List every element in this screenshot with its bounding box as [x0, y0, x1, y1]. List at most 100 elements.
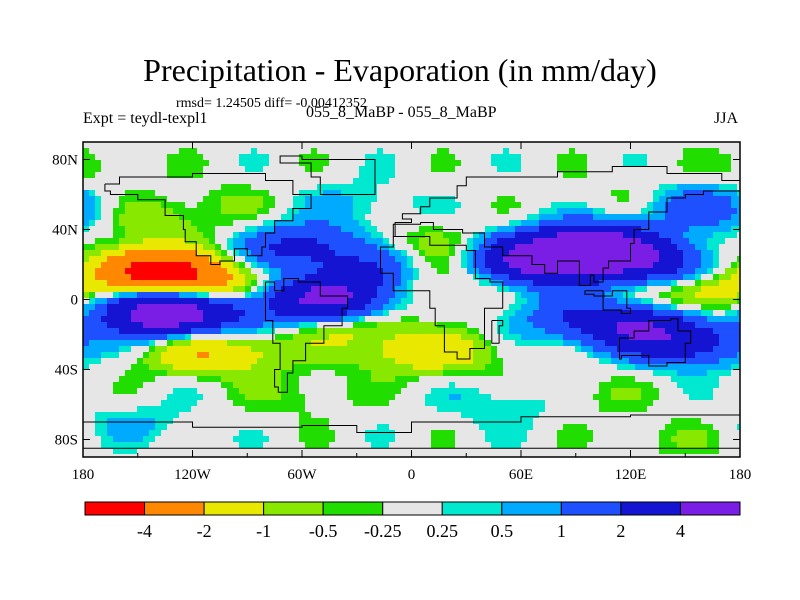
contour-cell — [239, 190, 246, 197]
contour-cell — [485, 322, 492, 329]
contour-cell — [413, 442, 420, 449]
contour-cell — [245, 352, 252, 359]
contour-cell — [113, 424, 120, 431]
contour-cell — [209, 226, 216, 233]
contour-cell — [275, 184, 282, 191]
contour-cell — [545, 148, 552, 155]
contour-cell — [443, 304, 450, 311]
contour-cell — [563, 196, 570, 203]
contour-cell — [551, 352, 558, 359]
contour-cell — [593, 448, 600, 455]
contour-cell — [431, 262, 438, 269]
contour-cell — [263, 310, 270, 317]
contour-cell — [185, 328, 192, 335]
contour-cell — [257, 244, 264, 251]
contour-cell — [371, 292, 378, 299]
contour-cell — [203, 274, 210, 281]
contour-cell — [461, 358, 468, 365]
contour-cell — [467, 262, 474, 269]
contour-cell — [521, 166, 528, 173]
contour-cell — [491, 430, 498, 437]
contour-cell — [365, 316, 372, 323]
contour-cell — [227, 400, 234, 407]
contour-cell — [89, 382, 96, 389]
contour-cell — [137, 268, 144, 275]
contour-cell — [449, 340, 456, 347]
contour-cell — [527, 166, 534, 173]
contour-cell — [395, 454, 402, 458]
contour-cell — [269, 406, 276, 413]
contour-cell — [443, 160, 450, 167]
contour-cell — [125, 166, 132, 173]
contour-cell — [629, 298, 636, 305]
contour-cell — [449, 334, 456, 341]
contour-cell — [239, 262, 246, 269]
contour-cell — [431, 298, 438, 305]
contour-cell — [83, 346, 90, 353]
contour-cell — [533, 268, 540, 275]
contour-cell — [149, 178, 156, 185]
contour-cell — [125, 262, 132, 269]
contour-cell — [437, 220, 444, 227]
contour-cell — [143, 322, 150, 329]
contour-cell — [563, 238, 570, 245]
contour-cell — [305, 328, 312, 335]
contour-cell — [359, 190, 366, 197]
contour-cell — [287, 322, 294, 329]
contour-cell — [377, 352, 384, 359]
contour-cell — [191, 142, 198, 149]
contour-cell — [455, 388, 462, 395]
contour-cell — [593, 262, 600, 269]
contour-cell — [137, 358, 144, 365]
contour-cell — [311, 304, 318, 311]
contour-cell — [599, 388, 606, 395]
contour-cell — [125, 292, 132, 299]
contour-cell — [365, 424, 372, 431]
contour-cell — [353, 292, 360, 299]
contour-cell — [341, 430, 348, 437]
contour-cell — [539, 430, 546, 437]
contour-cell — [611, 436, 618, 443]
contour-cell — [353, 442, 360, 449]
contour-cell — [245, 370, 252, 377]
contour-cell — [449, 304, 456, 311]
contour-cell — [575, 388, 582, 395]
contour-cell — [233, 400, 240, 407]
contour-cell — [581, 394, 588, 401]
contour-cell — [605, 418, 612, 425]
contour-cell — [107, 394, 114, 401]
contour-cell — [593, 430, 600, 437]
contour-cell — [113, 274, 120, 281]
contour-cell — [107, 202, 114, 209]
contour-cell — [125, 154, 132, 161]
contour-cell — [287, 298, 294, 305]
contour-cell — [131, 352, 138, 359]
contour-cell — [131, 334, 138, 341]
contour-cell — [179, 388, 186, 395]
contour-cell — [95, 316, 102, 323]
contour-cell — [311, 424, 318, 431]
contour-cell — [263, 202, 270, 209]
contour-cell — [623, 346, 630, 353]
contour-cell — [185, 430, 192, 437]
contour-cell — [173, 262, 180, 269]
contour-cell — [467, 172, 474, 179]
contour-cell — [401, 154, 408, 161]
contour-cell — [539, 244, 546, 251]
contour-cell — [563, 418, 570, 425]
contour-cell — [599, 232, 606, 239]
contour-cell — [545, 304, 552, 311]
contour-cell — [485, 448, 492, 455]
contour-cell — [575, 424, 582, 431]
contour-cell — [437, 454, 444, 458]
contour-cell — [611, 322, 618, 329]
contour-cell — [611, 196, 618, 203]
contour-cell — [521, 280, 528, 287]
contour-cell — [431, 250, 438, 257]
contour-cell — [95, 214, 102, 221]
contour-cell — [131, 160, 138, 167]
contour-cell — [449, 196, 456, 203]
contour-cell — [137, 202, 144, 209]
contour-cell — [203, 166, 210, 173]
contour-cell — [551, 454, 558, 458]
